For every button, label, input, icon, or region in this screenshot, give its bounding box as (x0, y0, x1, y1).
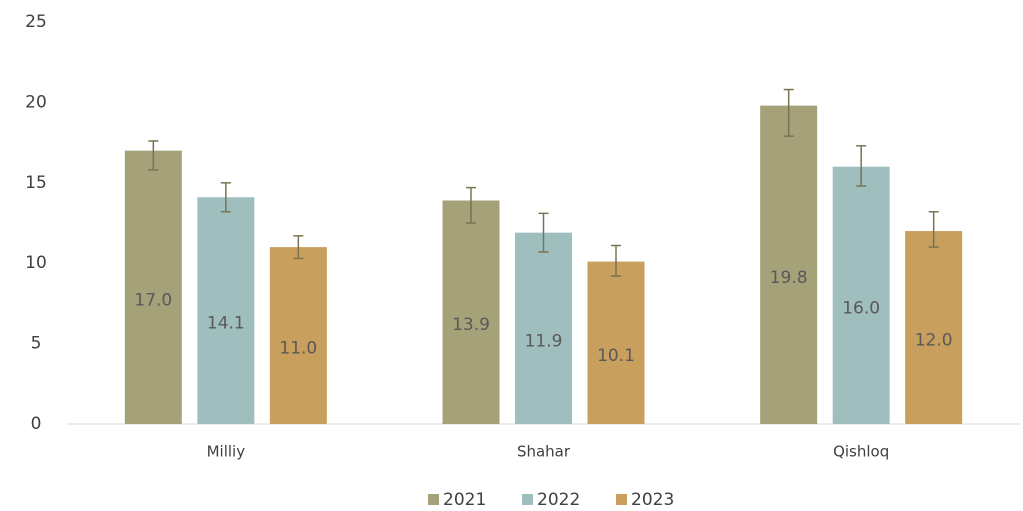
bar (587, 261, 645, 424)
bar (760, 105, 818, 424)
legend-label: 2022 (537, 490, 580, 510)
legend-label: 2023 (631, 490, 674, 510)
bar (832, 166, 890, 424)
y-tick-label: 5 (31, 334, 42, 354)
y-tick-label: 25 (25, 12, 47, 32)
error-bar (538, 212, 549, 253)
data-label: 19.8 (770, 268, 808, 288)
data-label: 16.0 (842, 298, 880, 318)
data-label: 17.0 (134, 290, 172, 310)
data-label: 11.0 (279, 339, 317, 359)
legend-swatch (428, 494, 439, 505)
x-tick-label: Qishloq (833, 443, 889, 461)
y-tick-label: 0 (31, 414, 42, 434)
y-tick-label: 20 (25, 92, 47, 112)
x-tick-label: Milliy (207, 443, 246, 461)
bar (124, 150, 182, 424)
data-label: 14.1 (207, 314, 245, 334)
bar (442, 200, 500, 424)
data-label: 10.1 (597, 346, 635, 366)
error-bar (783, 88, 794, 137)
error-bar (148, 140, 159, 171)
error-bar (293, 235, 304, 260)
error-bar (928, 210, 939, 248)
data-label: 13.9 (452, 315, 490, 335)
legend-swatch (522, 494, 533, 505)
y-tick-label: 10 (25, 253, 47, 273)
error-bar (611, 244, 621, 277)
error-bar (466, 186, 476, 224)
error-bar (220, 182, 231, 213)
bar (515, 232, 572, 424)
error-bar (856, 145, 867, 187)
y-tick-label: 15 (25, 173, 47, 193)
legend-swatch (616, 494, 627, 505)
bar (269, 247, 327, 424)
x-tick-label: Shahar (517, 443, 571, 461)
legend-label: 2021 (443, 490, 486, 510)
bar (905, 231, 963, 424)
data-label: 11.9 (525, 331, 563, 351)
bar (197, 197, 255, 424)
data-label: 12.0 (915, 331, 953, 351)
